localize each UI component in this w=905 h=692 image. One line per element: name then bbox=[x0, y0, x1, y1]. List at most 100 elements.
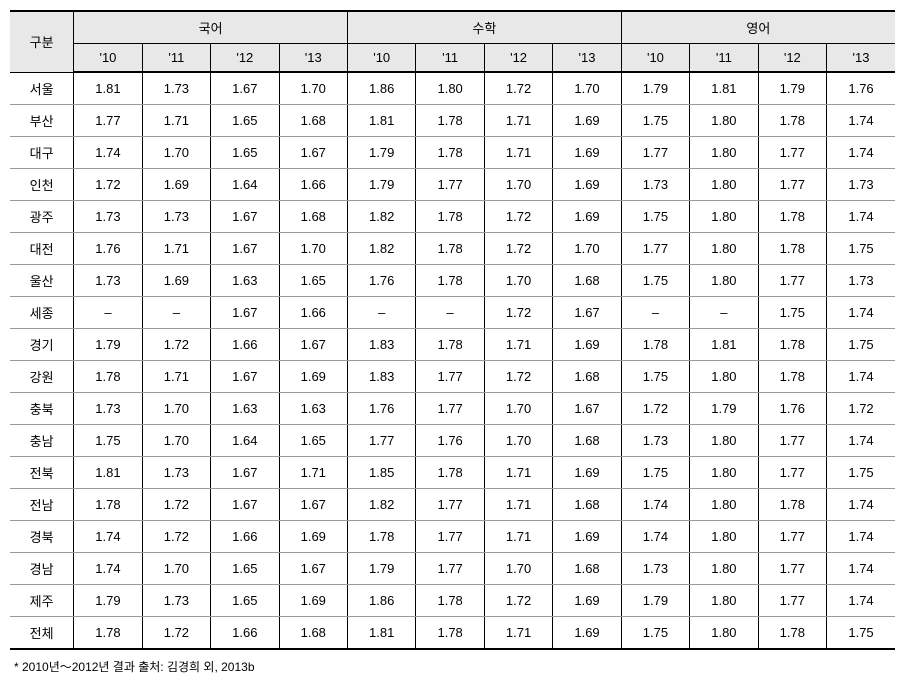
cell-value: 1.70 bbox=[142, 136, 210, 168]
cell-value: – bbox=[347, 296, 415, 328]
cell-value: – bbox=[621, 296, 689, 328]
cell-region: 충북 bbox=[10, 392, 74, 424]
cell-region: 대구 bbox=[10, 136, 74, 168]
cell-value: 1.70 bbox=[484, 552, 552, 584]
cell-value: 1.65 bbox=[211, 552, 279, 584]
cell-value: 1.69 bbox=[553, 136, 621, 168]
header-year: '10 bbox=[74, 44, 142, 73]
cell-value: 1.83 bbox=[347, 360, 415, 392]
cell-region: 강원 bbox=[10, 360, 74, 392]
cell-value: 1.75 bbox=[621, 200, 689, 232]
cell-value: 1.78 bbox=[74, 616, 142, 649]
cell-value: 1.78 bbox=[758, 488, 826, 520]
cell-value: 1.67 bbox=[211, 488, 279, 520]
cell-value: 1.67 bbox=[211, 456, 279, 488]
cell-value: 1.74 bbox=[827, 136, 895, 168]
table-row: 세종––1.671.66––1.721.67––1.751.74 bbox=[10, 296, 895, 328]
table-row: 충북1.731.701.631.631.761.771.701.671.721.… bbox=[10, 392, 895, 424]
cell-value: 1.74 bbox=[621, 520, 689, 552]
cell-value: 1.69 bbox=[279, 584, 347, 616]
cell-value: 1.65 bbox=[279, 424, 347, 456]
cell-value: 1.80 bbox=[690, 488, 758, 520]
cell-value: 1.77 bbox=[758, 584, 826, 616]
cell-value: 1.69 bbox=[553, 168, 621, 200]
table-row: 부산1.771.711.651.681.811.781.711.691.751.… bbox=[10, 104, 895, 136]
header-year: '12 bbox=[758, 44, 826, 73]
cell-value: 1.65 bbox=[211, 104, 279, 136]
header-year: '11 bbox=[690, 44, 758, 73]
cell-value: 1.69 bbox=[142, 168, 210, 200]
cell-value: 1.71 bbox=[484, 136, 552, 168]
cell-value: 1.72 bbox=[484, 584, 552, 616]
cell-region: 경남 bbox=[10, 552, 74, 584]
cell-value: 1.68 bbox=[279, 616, 347, 649]
cell-value: 1.79 bbox=[347, 136, 415, 168]
table-row: 경기1.791.721.661.671.831.781.711.691.781.… bbox=[10, 328, 895, 360]
cell-value: 1.72 bbox=[484, 232, 552, 264]
cell-value: 1.68 bbox=[553, 552, 621, 584]
cell-value: 1.73 bbox=[74, 392, 142, 424]
cell-value: 1.68 bbox=[553, 264, 621, 296]
cell-value: 1.78 bbox=[758, 616, 826, 649]
cell-value: 1.69 bbox=[553, 328, 621, 360]
cell-value: 1.81 bbox=[347, 104, 415, 136]
header-years-row: '10 '11 '12 '13 '10 '11 '12 '13 '10 '11 … bbox=[10, 44, 895, 73]
header-year: '13 bbox=[279, 44, 347, 73]
cell-value: 1.73 bbox=[621, 424, 689, 456]
cell-value: 1.78 bbox=[416, 104, 484, 136]
table-row: 광주1.731.731.671.681.821.781.721.691.751.… bbox=[10, 200, 895, 232]
cell-value: 1.86 bbox=[347, 72, 415, 104]
cell-value: 1.77 bbox=[758, 168, 826, 200]
cell-region: 서울 bbox=[10, 72, 74, 104]
cell-value: 1.74 bbox=[827, 200, 895, 232]
cell-value: 1.78 bbox=[416, 232, 484, 264]
cell-value: 1.75 bbox=[827, 456, 895, 488]
table-row: 경북1.741.721.661.691.781.771.711.691.741.… bbox=[10, 520, 895, 552]
cell-value: 1.71 bbox=[484, 488, 552, 520]
cell-value: 1.72 bbox=[74, 168, 142, 200]
cell-value: 1.80 bbox=[690, 552, 758, 584]
cell-value: 1.78 bbox=[416, 328, 484, 360]
cell-value: – bbox=[690, 296, 758, 328]
cell-value: 1.72 bbox=[142, 616, 210, 649]
cell-value: 1.63 bbox=[279, 392, 347, 424]
cell-value: 1.75 bbox=[621, 360, 689, 392]
cell-value: 1.75 bbox=[621, 616, 689, 649]
cell-value: 1.76 bbox=[758, 392, 826, 424]
cell-value: 1.67 bbox=[211, 232, 279, 264]
cell-value: 1.70 bbox=[142, 392, 210, 424]
cell-value: 1.67 bbox=[211, 200, 279, 232]
cell-value: 1.69 bbox=[142, 264, 210, 296]
cell-value: 1.80 bbox=[690, 520, 758, 552]
cell-value: 1.77 bbox=[621, 232, 689, 264]
cell-value: 1.85 bbox=[347, 456, 415, 488]
header-year: '10 bbox=[347, 44, 415, 73]
cell-value: 1.77 bbox=[758, 264, 826, 296]
cell-value: 1.67 bbox=[279, 488, 347, 520]
table-row: 인천1.721.691.641.661.791.771.701.691.731.… bbox=[10, 168, 895, 200]
cell-value: 1.78 bbox=[416, 584, 484, 616]
cell-value: 1.80 bbox=[690, 104, 758, 136]
cell-value: 1.77 bbox=[758, 552, 826, 584]
cell-value: – bbox=[142, 296, 210, 328]
cell-value: 1.66 bbox=[211, 520, 279, 552]
cell-value: 1.78 bbox=[416, 264, 484, 296]
cell-value: 1.76 bbox=[827, 72, 895, 104]
cell-region: 전북 bbox=[10, 456, 74, 488]
cell-value: 1.72 bbox=[484, 200, 552, 232]
cell-value: 1.72 bbox=[142, 488, 210, 520]
cell-value: 1.79 bbox=[74, 584, 142, 616]
header-year: '13 bbox=[553, 44, 621, 73]
cell-value: 1.78 bbox=[416, 200, 484, 232]
cell-value: 1.69 bbox=[553, 616, 621, 649]
cell-value: 1.69 bbox=[553, 584, 621, 616]
cell-region: 전남 bbox=[10, 488, 74, 520]
cell-value: 1.76 bbox=[347, 264, 415, 296]
cell-value: 1.73 bbox=[827, 264, 895, 296]
cell-value: 1.64 bbox=[211, 424, 279, 456]
cell-value: 1.82 bbox=[347, 232, 415, 264]
cell-value: 1.73 bbox=[74, 200, 142, 232]
cell-value: 1.75 bbox=[621, 104, 689, 136]
cell-value: 1.81 bbox=[74, 72, 142, 104]
cell-value: 1.75 bbox=[827, 616, 895, 649]
